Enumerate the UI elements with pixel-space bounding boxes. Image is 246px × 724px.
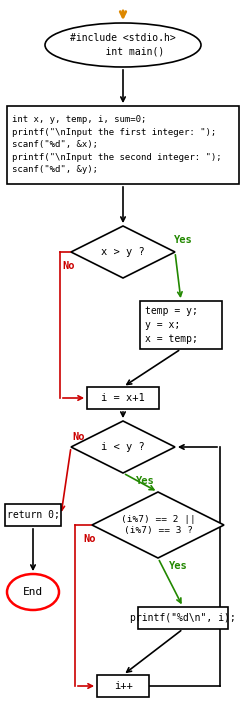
Text: Yes: Yes: [136, 476, 154, 486]
Text: i = x+1: i = x+1: [101, 393, 145, 403]
Text: printf("%d\n", i);: printf("%d\n", i);: [130, 613, 236, 623]
Polygon shape: [92, 492, 224, 558]
Bar: [97, 675, 149, 697]
Text: No: No: [63, 261, 75, 271]
Text: No: No: [84, 534, 96, 544]
Bar: [7, 106, 239, 184]
Text: i++: i++: [114, 681, 132, 691]
Polygon shape: [71, 226, 175, 278]
Text: End: End: [23, 587, 43, 597]
Text: Yes: Yes: [174, 235, 192, 245]
Text: return 0;: return 0;: [7, 510, 60, 520]
Bar: [140, 301, 222, 349]
Text: No: No: [73, 432, 85, 442]
Text: #include <stdio.h>
    int main(): #include <stdio.h> int main(): [70, 33, 176, 56]
Ellipse shape: [7, 574, 59, 610]
Text: (i%7) == 2 ||
(i%7) == 3 ?: (i%7) == 2 || (i%7) == 3 ?: [121, 515, 195, 536]
Text: Yes: Yes: [169, 561, 187, 571]
Bar: [87, 387, 159, 409]
Bar: [138, 607, 228, 629]
Text: temp = y;
y = x;
x = temp;: temp = y; y = x; x = temp;: [145, 306, 198, 344]
Text: i < y ?: i < y ?: [101, 442, 145, 452]
Bar: [5, 504, 61, 526]
Text: x > y ?: x > y ?: [101, 247, 145, 257]
Text: int x, y, temp, i, sum=0;
printf("\nInput the first integer: ");
scanf("%d", &x): int x, y, temp, i, sum=0; printf("\nInpu…: [12, 116, 222, 174]
Ellipse shape: [45, 23, 201, 67]
Polygon shape: [71, 421, 175, 473]
